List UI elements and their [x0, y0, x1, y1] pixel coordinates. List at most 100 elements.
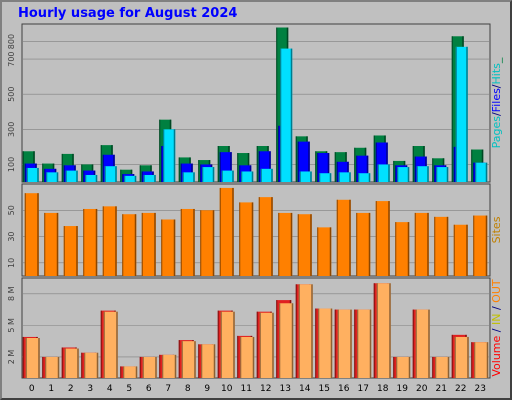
- x-tick-label-21: 21: [436, 384, 447, 394]
- bar-sites-3: [83, 208, 98, 276]
- bar-hits-23: [475, 162, 488, 182]
- bar-sites-10: [219, 187, 234, 276]
- bar-kbytes-out-21: [435, 356, 450, 378]
- bar-hits-6: [143, 174, 156, 182]
- bar-kbytes-out-22-edge: [454, 336, 456, 378]
- bar-files-11-edge: [239, 165, 241, 182]
- bar-pages-5-edge: [120, 169, 122, 182]
- bar-hits-0-edge: [26, 167, 28, 182]
- bar-sites-2-fill: [63, 226, 78, 276]
- bar-pages-16-edge: [334, 152, 336, 182]
- bar-hits-16: [338, 172, 351, 182]
- bar-hits-1-edge: [46, 172, 48, 182]
- bar-files-19-edge: [395, 165, 397, 182]
- bar-sites-2-shade: [76, 226, 78, 276]
- bar-sites-13: [278, 212, 293, 276]
- bar-sites-14: [297, 214, 312, 276]
- bar-kbytes-out-23-fill: [474, 342, 489, 378]
- bar-kbytes-out-5-shade: [135, 366, 138, 378]
- panel-requests: [21, 23, 491, 183]
- bar-sites-1: [44, 212, 59, 276]
- bar-hits-2: [65, 170, 78, 182]
- bar-sites-7-shade: [173, 219, 176, 276]
- bar-sites-3-shade: [95, 208, 98, 276]
- bar-kbytes-out-4: [103, 311, 118, 378]
- bar-pages-7-edge: [159, 119, 161, 182]
- bar-kbytes-in-4-edge: [100, 310, 102, 378]
- bar-kbytes-out-2-fill: [64, 348, 79, 378]
- bar-sites-19: [395, 222, 410, 276]
- bar-kbytes-out-2-shade: [77, 348, 79, 378]
- bar-sites-18-edge: [375, 201, 377, 276]
- bar-hits-21-edge: [436, 167, 438, 182]
- bar-sites-9-edge: [200, 210, 202, 276]
- bar-kbytes-out-15-edge: [318, 308, 320, 378]
- bar-hits-0-fill: [26, 167, 39, 182]
- x-tick-label-17: 17: [358, 384, 369, 394]
- bar-kbytes-out-14-edge: [298, 284, 300, 378]
- bar-kbytes-out-9-shade: [213, 344, 216, 378]
- x-tick-label-18: 18: [377, 384, 389, 394]
- bar-hits-19: [397, 167, 410, 182]
- bar-files-8-edge: [180, 163, 182, 182]
- bar-kbytes-in-5-edge: [120, 366, 122, 378]
- bar-sites-11-edge: [239, 202, 241, 276]
- bar-pages-2-edge: [61, 153, 63, 182]
- bar-hits-17-edge: [358, 173, 360, 182]
- legend-volume: Volume / IN / OUT: [490, 279, 503, 377]
- bar-sites-5-shade: [134, 214, 137, 276]
- bar-pages-0-edge: [22, 151, 24, 182]
- bar-hits-13: [280, 48, 293, 183]
- bar-sites-10-edge: [219, 187, 221, 276]
- bar-hits-19-fill: [397, 167, 410, 182]
- bar-kbytes-out-16-fill: [337, 309, 352, 378]
- y-tick-label-requests-0: 100: [7, 157, 16, 172]
- bar-sites-17-shade: [368, 212, 371, 276]
- bar-kbytes-in-20-edge: [412, 309, 414, 378]
- bar-hits-3-fill: [85, 174, 98, 182]
- bar-kbytes-out-7-fill: [162, 354, 177, 378]
- bar-pages-6-edge: [139, 165, 141, 182]
- bar-kbytes-out-12-fill: [259, 312, 274, 378]
- bar-pages-19-edge: [393, 160, 395, 182]
- bar-kbytes-out-21-edge: [435, 356, 437, 378]
- bar-hits-6-shade: [154, 174, 156, 182]
- bar-hits-4-shade: [115, 166, 117, 182]
- bar-kbytes-in-6-edge: [139, 356, 141, 378]
- bar-kbytes-in-16-edge: [334, 309, 336, 378]
- bar-pages-15-edge: [315, 151, 317, 182]
- bar-kbytes-out-22-shade: [467, 336, 469, 378]
- bar-kbytes-in-0-edge: [22, 336, 24, 378]
- bar-kbytes-out-1-edge: [45, 356, 47, 378]
- bar-hits-13-fill: [280, 48, 293, 183]
- bar-files-14-edge: [297, 141, 299, 182]
- bar-sites-20-shade: [427, 212, 429, 276]
- bar-hits-10: [221, 170, 234, 182]
- bar-pages-3-edge: [81, 164, 83, 182]
- bar-sites-8-fill: [180, 208, 195, 276]
- bar-kbytes-out-9-fill: [201, 344, 216, 378]
- bar-kbytes-out-2-edge: [64, 348, 66, 378]
- bar-hits-1-shade: [56, 172, 59, 182]
- bar-files-23-edge: [473, 162, 475, 182]
- x-tick-label-1: 1: [48, 384, 54, 394]
- legend-requests: Pages/Files/Hits_: [490, 57, 503, 148]
- bar-kbytes-in-21-edge: [432, 356, 434, 378]
- bar-kbytes-out-21-fill: [435, 356, 450, 378]
- bar-hits-10-shade: [232, 170, 234, 182]
- bar-sites-21-shade: [446, 216, 449, 276]
- bar-pages-20-edge: [412, 146, 414, 182]
- legend-item-requests-0: Pages: [490, 116, 503, 149]
- bar-files-20-edge: [414, 156, 416, 182]
- bar-hits-7-shade: [173, 129, 176, 182]
- bar-kbytes-out-9-edge: [201, 344, 203, 378]
- bar-hits-22: [455, 46, 468, 183]
- x-tick-label-3: 3: [87, 384, 93, 394]
- bar-sites-20-fill: [414, 212, 429, 276]
- bar-files-7-edge: [161, 146, 163, 182]
- bar-sites-4-shade: [115, 206, 117, 276]
- bar-kbytes-in-8-edge: [178, 340, 180, 378]
- bar-kbytes-out-8: [181, 341, 196, 378]
- bar-sites-4-edge: [102, 206, 104, 276]
